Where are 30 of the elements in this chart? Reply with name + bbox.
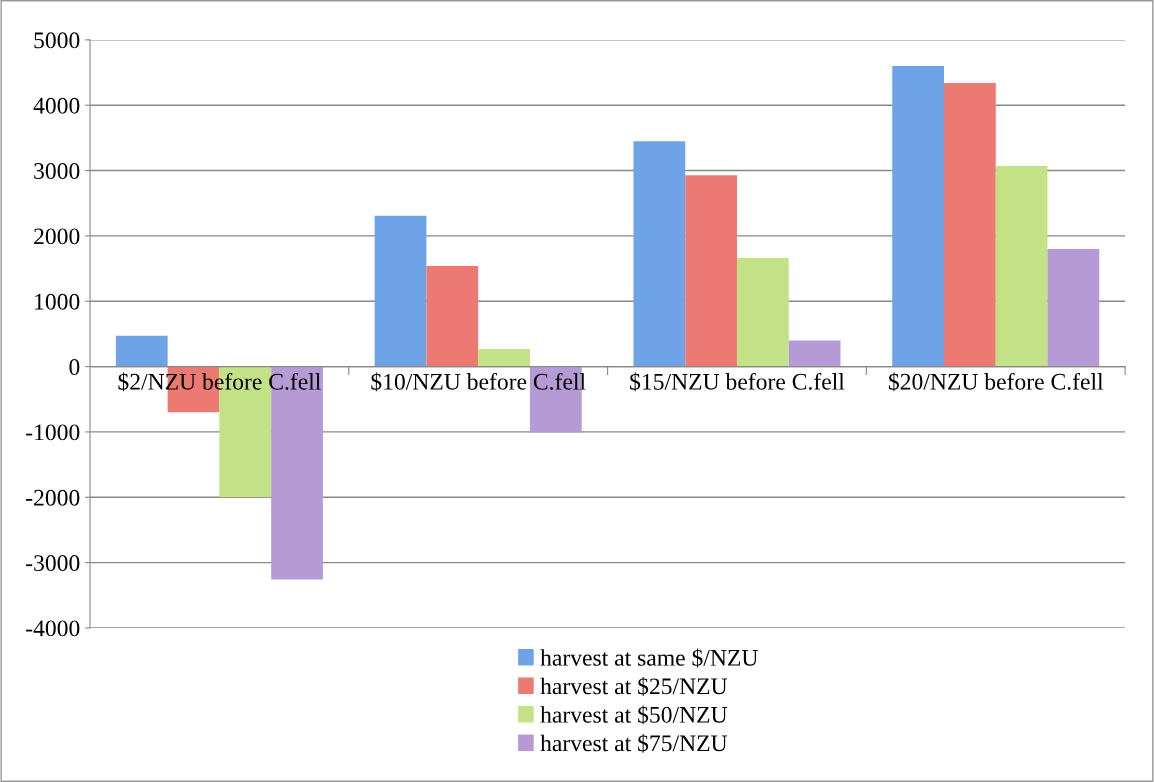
x-tick-label: $15/NZU before C.fell bbox=[630, 372, 845, 392]
y-tick-label: 4000 bbox=[33, 97, 80, 114]
y-tick-label: 5000 bbox=[34, 32, 80, 49]
y-tick-label: -4000 bbox=[26, 620, 80, 637]
legend-label: harvest at same $/NZU bbox=[540, 648, 758, 668]
y-tick-label: 2000 bbox=[34, 228, 80, 245]
y-tick-label: -2000 bbox=[26, 489, 80, 506]
bar bbox=[1047, 248, 1100, 367]
y-tick-label: 1000 bbox=[35, 293, 80, 310]
legend-label: harvest at $25/NZU bbox=[540, 676, 728, 696]
bar bbox=[685, 175, 737, 367]
bar bbox=[426, 265, 479, 367]
legend-label: harvest at $75/NZU bbox=[540, 733, 728, 753]
bar bbox=[115, 335, 168, 367]
bar bbox=[271, 366, 323, 580]
x-tick-label: $10/NZU before C.fell bbox=[371, 372, 586, 392]
y-tick-label: -3000 bbox=[26, 555, 80, 572]
x-tick-label: $20/NZU before C.fell bbox=[888, 372, 1104, 392]
bar bbox=[374, 215, 427, 367]
bar bbox=[788, 340, 841, 367]
y-tick-label: 0 bbox=[69, 359, 80, 376]
bar bbox=[633, 141, 686, 367]
bar bbox=[995, 165, 1048, 367]
bar bbox=[944, 83, 996, 367]
legend-label: harvest at $50/NZU bbox=[540, 705, 728, 725]
bar bbox=[892, 66, 944, 367]
bar bbox=[736, 258, 789, 367]
y-tick-label: 3000 bbox=[34, 163, 80, 179]
y-tick-label: -1000 bbox=[26, 424, 80, 441]
bar bbox=[478, 348, 530, 367]
